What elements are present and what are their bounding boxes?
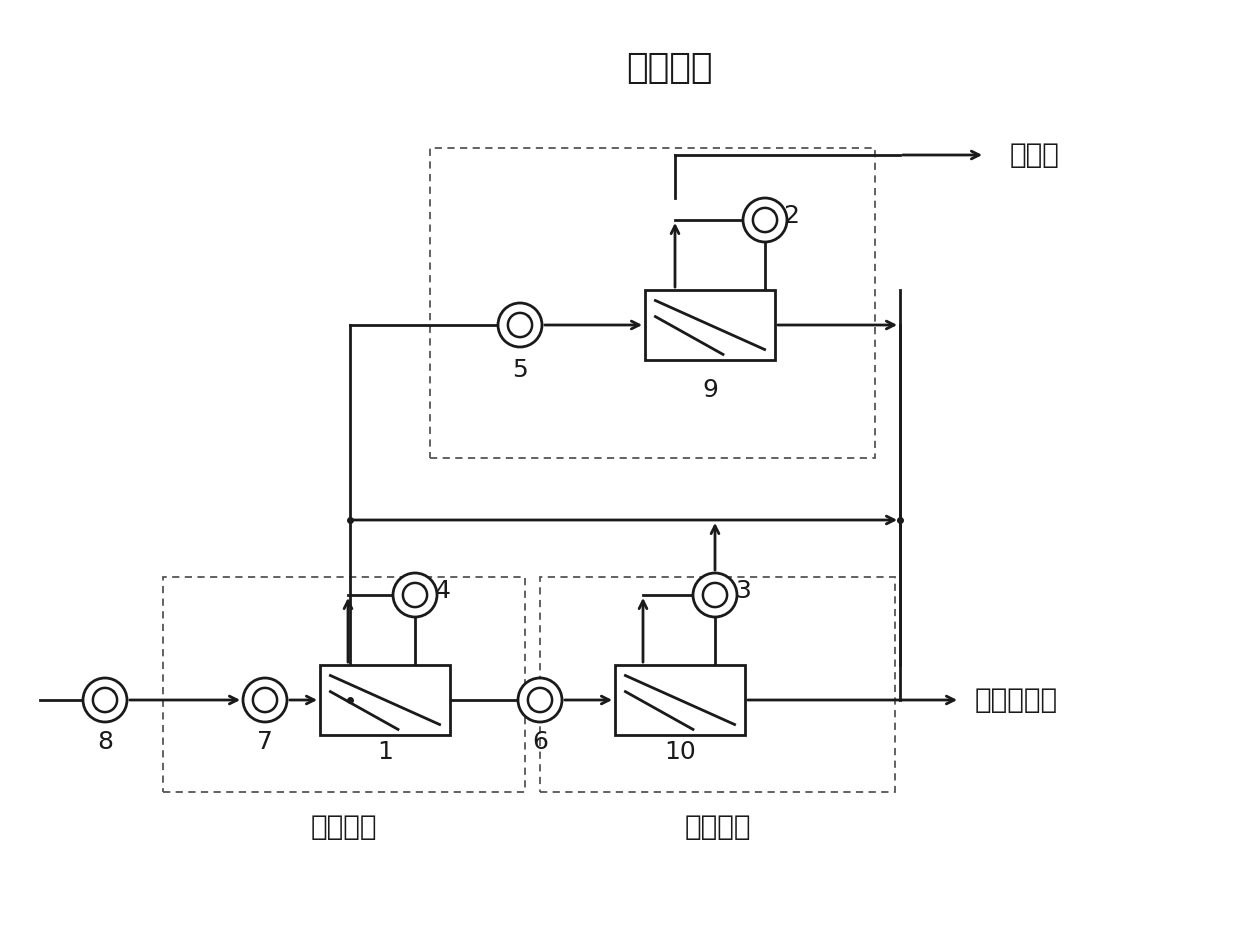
Circle shape — [393, 573, 436, 617]
Text: 浓缩液: 浓缩液 — [1011, 141, 1060, 169]
Bar — [320, 665, 450, 735]
Text: 6: 6 — [532, 730, 548, 754]
Bar — [645, 290, 775, 360]
Bar — [162, 577, 525, 792]
Text: 9: 9 — [702, 378, 718, 402]
Text: 3: 3 — [735, 579, 751, 603]
Text: 4: 4 — [435, 579, 451, 603]
Circle shape — [743, 198, 787, 242]
Circle shape — [243, 678, 286, 722]
Bar — [615, 665, 745, 735]
Text: 5: 5 — [512, 358, 528, 382]
Text: 第二级膜: 第二级膜 — [684, 813, 750, 841]
Circle shape — [498, 303, 542, 347]
Text: 达标外排水: 达标外排水 — [975, 686, 1058, 714]
Text: 1: 1 — [377, 740, 393, 764]
Circle shape — [83, 678, 126, 722]
Circle shape — [518, 678, 562, 722]
Circle shape — [693, 573, 737, 617]
Text: 8: 8 — [97, 730, 113, 754]
Text: 2: 2 — [782, 204, 799, 228]
Text: 10: 10 — [665, 740, 696, 764]
Bar — [539, 577, 895, 792]
Text: 第三级膜: 第三级膜 — [626, 51, 713, 85]
Text: 第一级膜: 第一级膜 — [311, 813, 377, 841]
Text: 7: 7 — [257, 730, 273, 754]
Bar — [430, 148, 875, 458]
